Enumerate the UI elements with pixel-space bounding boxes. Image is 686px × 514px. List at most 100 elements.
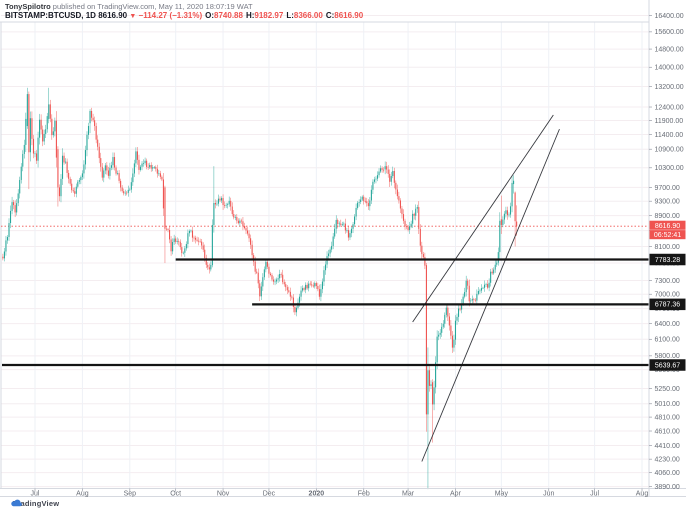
candle-body <box>63 155 65 163</box>
candle-body <box>115 167 117 174</box>
candle-body <box>341 224 343 226</box>
candle-body <box>149 164 151 168</box>
candle-body <box>175 238 177 242</box>
candle-body <box>376 175 379 179</box>
candle-body <box>37 137 39 161</box>
price-tick-label: 8100.00 <box>655 244 680 251</box>
candle-body <box>248 233 250 239</box>
candle-body <box>112 157 114 166</box>
candle-body <box>138 159 140 170</box>
price-tick-label: 4810.00 <box>655 415 680 422</box>
candle-body <box>347 230 349 238</box>
candle-body <box>207 264 209 268</box>
candle-body <box>193 237 195 239</box>
candle-body <box>77 181 79 187</box>
candle-body <box>474 299 476 301</box>
candle-body <box>435 362 437 388</box>
candle-body <box>176 240 178 242</box>
low-value: 8366.00 <box>293 11 323 20</box>
candle-body <box>191 230 194 238</box>
candle-body <box>407 227 409 230</box>
candle-body <box>430 384 432 386</box>
time-tick-label: May <box>495 491 509 498</box>
level-badge-label: 6787.36 <box>655 302 680 309</box>
level-badge-bg <box>649 298 686 311</box>
candle-body <box>126 192 128 194</box>
candle-body <box>86 134 88 151</box>
candle-body <box>268 266 270 274</box>
candle-body <box>428 370 431 386</box>
candle-body <box>471 298 473 301</box>
candle-body <box>72 190 74 192</box>
candle-body <box>220 198 223 201</box>
candle-body <box>51 118 53 136</box>
candle-body <box>139 166 142 170</box>
candle-body <box>217 198 220 204</box>
candle-body <box>42 129 44 142</box>
symbol-label[interactable]: BITSTAMP:BTCUSD, 1D <box>5 11 96 20</box>
candle-body <box>312 285 314 287</box>
candle-body <box>465 280 467 293</box>
candle-body <box>153 166 155 168</box>
candle-body <box>133 163 135 174</box>
candle-body <box>6 237 9 241</box>
candle-body <box>167 229 169 231</box>
candle-body <box>503 213 505 220</box>
candle-body <box>513 180 515 185</box>
candle-body <box>260 286 262 297</box>
time-tick-label: Jun <box>543 491 554 498</box>
candle-body <box>136 151 138 160</box>
price-tick-label: 3890.00 <box>655 484 680 491</box>
candle-body <box>198 240 200 242</box>
candle-body <box>271 275 273 280</box>
high-label: H: <box>245 11 255 20</box>
low-label: L: <box>286 11 294 20</box>
candle-body <box>127 189 129 193</box>
candle-body <box>334 228 336 237</box>
candle-body <box>433 387 435 405</box>
candle-body <box>251 244 253 256</box>
candle-body <box>17 193 19 204</box>
time-tick-label: Sep <box>124 491 137 498</box>
candle-body <box>285 284 287 288</box>
candle-body <box>344 223 346 231</box>
candle-body <box>346 230 348 231</box>
candle-body <box>453 339 455 348</box>
candle-body <box>375 178 377 180</box>
candle-body <box>360 199 362 203</box>
candle-body <box>451 335 453 348</box>
open-value: 8740.88 <box>214 11 243 20</box>
candle-body <box>94 120 96 127</box>
candle-body <box>441 326 443 333</box>
candle-body <box>506 210 509 216</box>
tradingview-watermark[interactable]: TradingView <box>10 499 59 508</box>
candle-body <box>280 274 282 275</box>
candle-body <box>431 382 434 405</box>
candle-body <box>25 118 27 145</box>
candle-body <box>445 307 447 315</box>
candle-body <box>243 226 246 229</box>
time-tick-label: Feb <box>358 491 370 498</box>
symbol-line: BITSTAMP:BTCUSD, 1D 8616.90 ▼ −114.27 (−… <box>5 11 363 22</box>
candle-body <box>335 219 337 229</box>
candle-body <box>146 160 148 167</box>
candle-body <box>35 153 38 161</box>
candle-body <box>350 228 353 234</box>
time-tick-label: 2020 <box>309 491 325 498</box>
candle-body <box>124 192 126 194</box>
candle-body <box>104 165 106 171</box>
candle-body <box>361 196 363 200</box>
candle-body <box>395 182 397 190</box>
level-price-badge: 5639.67 <box>649 359 686 371</box>
candle-body <box>454 320 457 340</box>
trendline[interactable] <box>421 128 560 462</box>
candle-body <box>292 297 294 307</box>
candle-body <box>118 173 120 181</box>
candle-body <box>14 205 16 213</box>
time-tick-label: Jul <box>590 491 599 498</box>
trendline[interactable] <box>412 114 554 323</box>
candle-body <box>254 261 256 272</box>
candle-body <box>383 169 385 171</box>
